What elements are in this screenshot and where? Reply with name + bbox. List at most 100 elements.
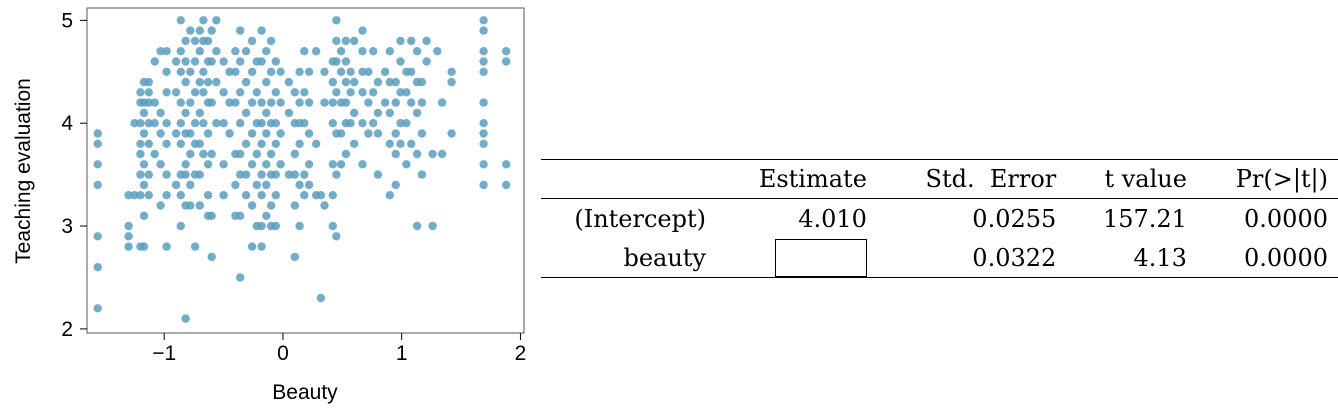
data-point (219, 88, 228, 97)
data-point (136, 88, 145, 97)
y-tick-label: 4 (61, 112, 73, 135)
x-tick-label: −1 (152, 342, 176, 365)
data-point (332, 16, 341, 25)
data-point (428, 221, 437, 231)
data-point (236, 273, 245, 282)
data-point (373, 77, 383, 87)
data-point (124, 191, 133, 200)
data-point (341, 77, 351, 87)
data-point (271, 88, 280, 97)
data-point (295, 180, 304, 190)
data-point (247, 67, 257, 77)
data-point (203, 129, 213, 138)
data-point (332, 232, 341, 241)
data-point (176, 98, 185, 107)
data-point (341, 149, 351, 159)
data-point (130, 119, 139, 128)
data-point (241, 191, 251, 200)
data-point (195, 26, 204, 35)
data-point (373, 129, 383, 138)
x-tick-label: 2 (515, 342, 527, 365)
data-point (341, 57, 351, 66)
data-point (358, 47, 367, 56)
data-point (402, 160, 411, 169)
data-point (300, 88, 309, 97)
estimate-blank-box (716, 238, 877, 278)
data-point (195, 201, 204, 210)
data-point (407, 36, 416, 46)
data-point (93, 139, 102, 148)
data-point (186, 67, 195, 77)
data-point (271, 139, 280, 148)
data-point (190, 242, 200, 251)
data-point (276, 129, 285, 138)
data-point (479, 160, 488, 169)
data-point (195, 170, 204, 179)
data-point (252, 180, 261, 190)
data-point (328, 221, 337, 231)
data-point (162, 67, 171, 77)
data-point (422, 36, 431, 46)
data-point (479, 26, 488, 35)
data-point (231, 98, 240, 107)
data-point (447, 67, 456, 77)
data-point (162, 139, 171, 148)
data-point (139, 160, 149, 169)
data-point (207, 98, 216, 107)
data-point (231, 47, 240, 56)
data-point (350, 139, 359, 148)
header-estimate: Estimate (758, 165, 867, 193)
data-point (247, 129, 257, 138)
data-point (271, 57, 280, 66)
data-point (136, 170, 145, 179)
data-point (176, 47, 185, 56)
data-point (93, 180, 102, 190)
data-point (271, 170, 280, 179)
data-point (284, 170, 294, 179)
data-point (304, 129, 314, 138)
p-value-cell: 0.0000 (1244, 204, 1328, 233)
data-point (236, 149, 245, 159)
data-point (171, 129, 181, 138)
data-point (336, 47, 346, 56)
data-point (186, 149, 195, 159)
data-point (320, 98, 329, 107)
data-point (341, 98, 351, 107)
data-point (385, 191, 394, 200)
data-point (241, 170, 251, 179)
data-point (332, 57, 341, 66)
answer-box (774, 238, 867, 277)
data-point (247, 201, 257, 210)
data-point (199, 16, 208, 25)
plot-area-frame (86, 7, 525, 334)
data-point (336, 129, 346, 138)
data-point (257, 191, 266, 200)
data-point (332, 170, 341, 179)
data-point (162, 170, 171, 179)
data-point (320, 67, 329, 77)
data-point (290, 88, 299, 97)
data-point (207, 211, 216, 220)
data-point (266, 67, 276, 77)
data-point (502, 57, 511, 66)
data-point (304, 67, 314, 77)
data-point (139, 211, 149, 220)
data-point (369, 88, 378, 97)
data-point (162, 242, 171, 251)
data-point (304, 160, 314, 169)
data-point (162, 47, 171, 56)
data-point (190, 88, 200, 97)
data-point (203, 160, 213, 169)
data-point (203, 77, 213, 87)
data-point (262, 180, 271, 190)
data-point (402, 119, 411, 128)
data-point (162, 191, 171, 200)
data-point (320, 201, 329, 210)
data-point (412, 149, 422, 159)
table-header-row: Estimate Std. Error t value Pr(>|t|) (541, 159, 1338, 199)
data-point (385, 47, 394, 56)
data-point (181, 160, 190, 169)
data-point (236, 26, 245, 35)
data-point (266, 201, 276, 210)
x-axis-label: Beauty (272, 381, 338, 404)
